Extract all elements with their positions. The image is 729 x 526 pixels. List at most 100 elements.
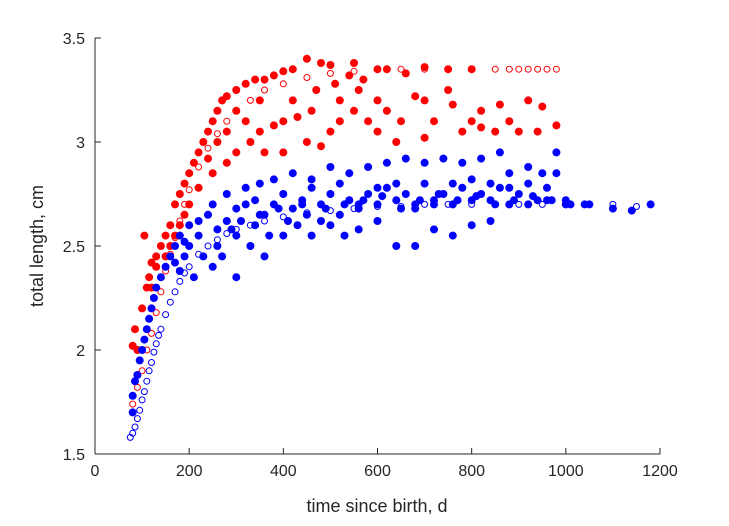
data-point [468, 200, 476, 208]
data-point [420, 179, 429, 188]
data-point [251, 196, 260, 205]
data-point [378, 192, 387, 201]
data-point [326, 127, 335, 136]
data-point [261, 217, 268, 225]
data-point [152, 340, 160, 348]
data-point [255, 179, 264, 188]
data-point [129, 429, 137, 437]
data-point [189, 158, 198, 167]
data-point [340, 200, 349, 209]
data-point [302, 138, 311, 146]
data-point [293, 221, 302, 230]
data-point [524, 65, 532, 73]
data-point [208, 262, 217, 271]
data-point [538, 169, 547, 178]
data-point [133, 383, 141, 391]
data-point [171, 242, 179, 250]
data-point [143, 377, 151, 385]
data-point [150, 348, 158, 356]
data-point [444, 86, 453, 94]
data-point [138, 304, 147, 313]
data-point [335, 179, 344, 188]
data-point [232, 273, 241, 282]
data-point [213, 138, 222, 146]
data-point [552, 169, 561, 178]
data-point [152, 309, 160, 317]
data-point [128, 391, 137, 400]
data-point [185, 263, 193, 271]
data-point [222, 217, 231, 225]
data-point [213, 106, 222, 115]
data-point [354, 200, 363, 209]
data-point [213, 236, 221, 244]
data-point [373, 127, 382, 136]
data-point [128, 408, 137, 417]
data-point [288, 169, 297, 178]
data-point [194, 231, 203, 240]
data-point [194, 183, 203, 192]
data-point [528, 192, 537, 201]
data-point [171, 258, 179, 267]
data-point [472, 192, 481, 201]
data-point [218, 252, 227, 261]
data-point [354, 86, 363, 94]
data-point [491, 65, 499, 73]
data-point [204, 127, 212, 136]
data-point [430, 200, 438, 209]
data-point [453, 196, 462, 205]
data-point [562, 200, 570, 208]
data-point [317, 142, 325, 151]
data-point [317, 217, 325, 225]
x-tick-label: 800 [458, 463, 485, 480]
data-point [486, 217, 495, 225]
data-point [382, 183, 391, 192]
data-point [148, 359, 155, 366]
data-point [411, 242, 420, 250]
data-point [505, 117, 514, 126]
data-point [397, 204, 405, 213]
data-point [171, 288, 179, 296]
data-point [373, 200, 382, 209]
data-point [222, 190, 231, 198]
data-point [524, 200, 533, 209]
data-point [585, 200, 593, 208]
data-point [448, 179, 457, 188]
data-points-layer [126, 54, 655, 441]
data-point [185, 242, 194, 250]
data-point [185, 169, 194, 178]
data-point [138, 367, 146, 375]
data-point [140, 335, 149, 344]
data-point [421, 65, 429, 73]
data-point [223, 117, 231, 125]
data-point [326, 190, 335, 198]
data-point [543, 196, 551, 205]
data-point [222, 158, 231, 167]
data-point [467, 221, 476, 230]
data-point [213, 225, 222, 234]
data-point [133, 371, 142, 379]
data-point [538, 200, 546, 208]
data-point [515, 65, 523, 73]
data-point [312, 86, 321, 94]
data-point [237, 217, 245, 225]
data-point [246, 242, 255, 250]
y-tick-label: 3.5 [63, 31, 85, 48]
y-tick-label: 2.5 [63, 239, 85, 256]
data-point [255, 127, 264, 136]
data-point [145, 273, 154, 282]
data-point [340, 231, 349, 240]
data-point [279, 67, 288, 76]
data-point [646, 200, 655, 209]
data-point [251, 75, 260, 84]
data-point [609, 200, 617, 208]
data-point [495, 100, 504, 109]
data-point [467, 117, 476, 126]
data-point [468, 65, 476, 73]
data-point [397, 203, 405, 210]
data-point [246, 138, 255, 146]
ticks-layer: 0 200 400 600 800 1000 1200 1.5 2 2.5 3 3.5 [63, 31, 678, 480]
data-point [524, 179, 533, 188]
y-tick-label: 3 [76, 135, 85, 152]
data-point [166, 221, 175, 230]
